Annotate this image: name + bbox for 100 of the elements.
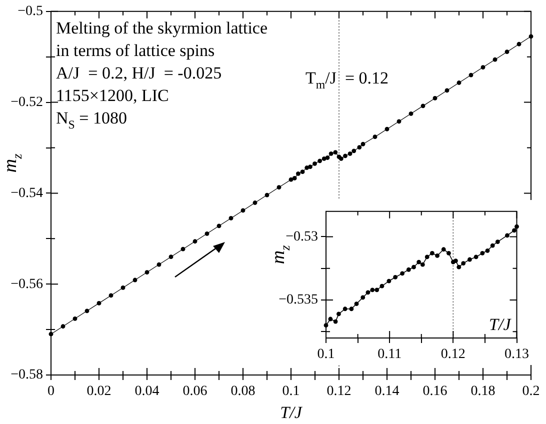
x-tick-label: 0 [48, 384, 54, 400]
y-axis-title: mz [268, 245, 293, 264]
y-tick-label: −0.535 [278, 292, 318, 308]
y-tick-label: −0.56 [10, 276, 43, 292]
x-tick-label: 0.13 [504, 347, 529, 362]
point [357, 145, 362, 150]
point [252, 200, 258, 205]
point [435, 254, 440, 258]
annotation: in terms of lattice spins [56, 40, 215, 60]
point [492, 57, 498, 62]
point [352, 148, 356, 154]
x-tick-label: 0.12 [440, 347, 466, 362]
point [384, 126, 390, 132]
y-axis-title: mz [0, 154, 25, 173]
x-tick-label: 0.1 [282, 384, 300, 400]
point [446, 250, 451, 256]
point [454, 258, 458, 263]
point [132, 278, 138, 282]
point [328, 151, 334, 156]
x-axis-title: T/J [280, 403, 304, 422]
x-tick-label: 0.11 [378, 347, 402, 362]
x-tick-label: 0.02 [86, 384, 112, 400]
x-tick-label: 0.16 [422, 384, 448, 400]
point [308, 164, 312, 170]
annotation: Melting of the skyrmion lattice [56, 18, 268, 38]
point [312, 161, 317, 166]
point [370, 288, 375, 292]
point [348, 151, 352, 156]
point [180, 246, 186, 252]
point [406, 267, 411, 272]
x-tick-label: 0.2 [522, 384, 540, 400]
point [386, 278, 392, 284]
point [156, 262, 162, 267]
annotation: 1155×1200, LIC [56, 86, 169, 105]
point [461, 261, 466, 266]
point [354, 302, 359, 306]
point [366, 290, 370, 295]
point [400, 271, 404, 276]
point [342, 306, 348, 312]
point [490, 243, 495, 248]
point [333, 319, 338, 324]
point [468, 257, 472, 262]
point [296, 171, 300, 176]
point [276, 185, 282, 190]
point [456, 80, 462, 85]
point [144, 270, 150, 274]
x-tick-label: 0.1 [317, 347, 335, 362]
annotation: A/J = 0.2, H/J = -0.025 [56, 63, 222, 82]
x-tick-label: 0.08 [230, 384, 256, 400]
y-tick-label: −0.53 [286, 229, 318, 244]
point [408, 111, 414, 116]
y-tick-label: −0.5 [18, 4, 43, 20]
point [480, 65, 486, 70]
point [60, 324, 66, 329]
point [512, 228, 516, 233]
point [72, 316, 78, 321]
point [416, 260, 422, 264]
point [412, 264, 416, 270]
y-tick-label: −0.52 [10, 94, 43, 110]
point [192, 239, 198, 244]
point [96, 300, 102, 306]
point [516, 42, 522, 46]
point [456, 264, 462, 270]
point [336, 312, 341, 316]
point [441, 247, 446, 252]
point [216, 224, 222, 228]
point [380, 284, 384, 288]
point [325, 156, 330, 160]
point [292, 176, 297, 180]
point [424, 254, 430, 260]
point [264, 192, 270, 198]
point [328, 316, 333, 322]
y-tick-label: −0.54 [10, 186, 43, 201]
point [108, 293, 114, 298]
y-tick-label: −0.58 [10, 368, 43, 383]
point [480, 250, 485, 256]
point [204, 231, 210, 236]
point [333, 150, 338, 154]
point [360, 295, 366, 300]
point [505, 233, 510, 238]
point [495, 240, 500, 244]
point [360, 142, 366, 146]
point [84, 308, 90, 314]
x-tick-label: 0.12 [326, 384, 352, 400]
point [343, 154, 348, 158]
point [318, 158, 322, 164]
x-axis-title: T/J [489, 315, 512, 334]
point [240, 208, 246, 213]
x-tick-label: 0.18 [470, 384, 496, 400]
point [228, 216, 234, 220]
point [474, 254, 478, 260]
point [120, 286, 126, 290]
point [468, 72, 474, 78]
point [374, 288, 380, 292]
point [396, 119, 402, 124]
point [504, 50, 510, 54]
point [168, 254, 174, 260]
point [485, 248, 490, 253]
point [420, 104, 426, 108]
point [430, 250, 434, 256]
